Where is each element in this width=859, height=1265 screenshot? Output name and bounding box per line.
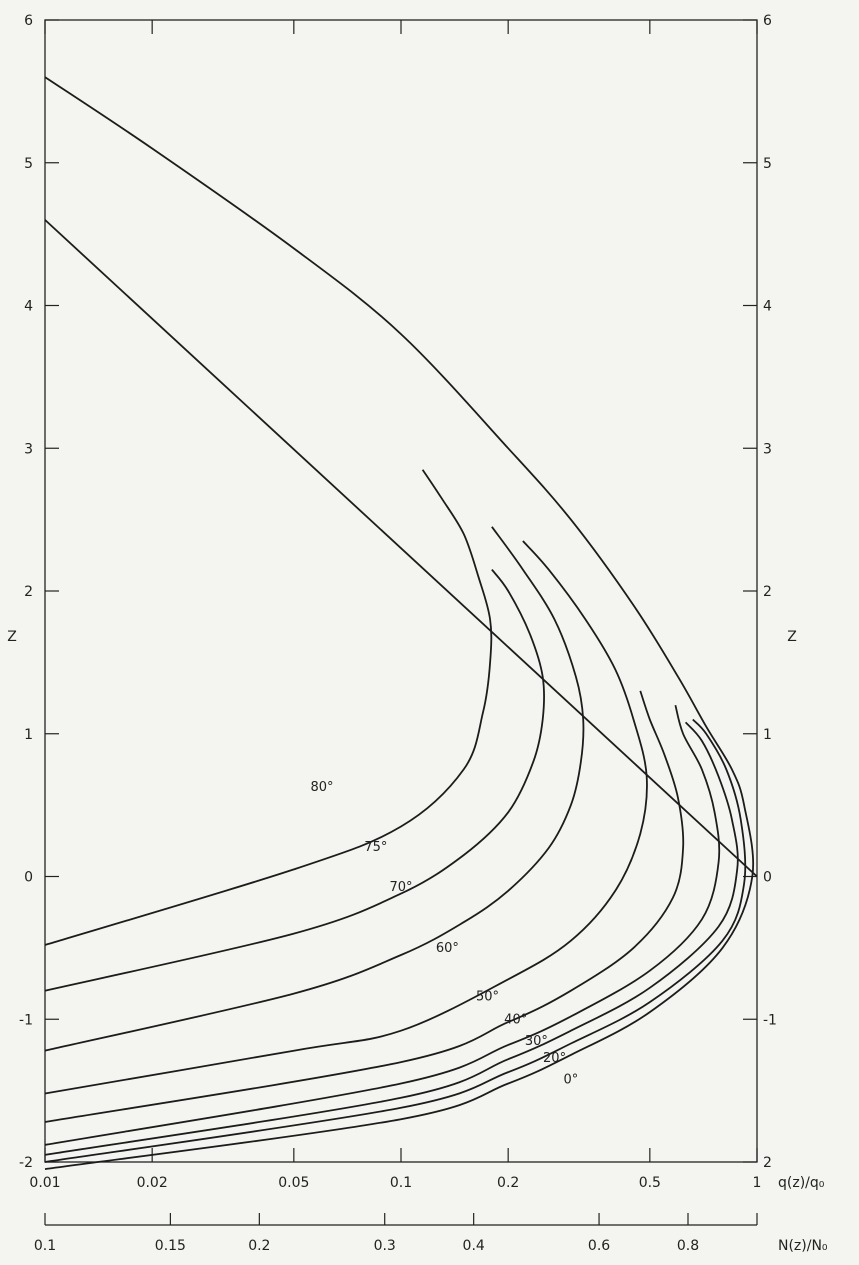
x2-tick-label: 0.2	[248, 1238, 270, 1254]
y-tick-label-left: -2	[19, 1155, 33, 1171]
y-tick-label-right: 4	[763, 299, 772, 315]
x-tick-label: 0.5	[639, 1175, 661, 1191]
y-tick-label-left: 2	[24, 584, 33, 600]
x2-tick-label: 0.8	[677, 1238, 699, 1254]
x2-tick-label: 0.3	[374, 1238, 396, 1254]
x-tick-label: 0.1	[390, 1175, 412, 1191]
x2-tick-label: 0.15	[155, 1238, 186, 1254]
plot-frame	[44, 19, 758, 1163]
x-tick-label: 0.2	[497, 1175, 519, 1191]
y-axis-label-right: Z	[787, 629, 797, 645]
straight-line	[44, 219, 758, 878]
curve-labels: 0° 20° 30° 40° 50° 60° 70° 75° 80°	[310, 780, 578, 1088]
x-tick-label: 0.01	[29, 1175, 60, 1191]
curve-label: 70°	[389, 880, 412, 895]
y-tick-label-right: 1	[763, 727, 772, 743]
curves	[44, 76, 758, 1170]
y-tick-label-left: 4	[24, 299, 33, 315]
curve-80deg	[44, 469, 493, 946]
x2-tick-label: 0.1	[34, 1238, 56, 1254]
plot-border	[44, 19, 758, 1163]
curve-70deg	[44, 526, 585, 1052]
x-axis-label-n: N(z)/N₀	[778, 1238, 828, 1254]
x-tick-label: 1	[753, 1175, 762, 1191]
axes: -2 2-1 -10 01 12 23 34 45 56 60.01 0.02 0.05 0.1 0.2 0…	[19, 13, 777, 1254]
y-tick-label-right: -1	[763, 1012, 777, 1028]
curve-60deg	[44, 540, 648, 1095]
x-axis-label-q: q(z)/q₀	[778, 1175, 825, 1191]
curve-20deg	[44, 718, 747, 1163]
x-tick-label: 0.02	[137, 1175, 168, 1191]
curve-label: 0°	[563, 1072, 578, 1087]
x2-tick-label: 0.6	[588, 1238, 610, 1254]
x2-tick-label: 0.4	[463, 1238, 485, 1254]
curve-30deg	[44, 721, 739, 1156]
y-tick-label-left: 5	[24, 156, 33, 172]
y-tick-label-right: 3	[763, 441, 772, 457]
y-tick-label-right: 0	[763, 870, 772, 886]
y-tick-label-left: 1	[24, 727, 33, 743]
x-tick-label: 0.05	[278, 1175, 309, 1191]
curve-75deg	[44, 569, 545, 992]
curve-label: 40°	[504, 1013, 527, 1028]
curve-label: 50°	[476, 990, 499, 1005]
curve-40deg	[44, 704, 721, 1146]
y-axis-label-left: Z	[7, 629, 17, 645]
curve-0deg	[44, 76, 755, 1170]
y-tick-label-left: -1	[19, 1012, 33, 1028]
curve-label: 75°	[364, 840, 387, 855]
y-tick-label-right: 6	[763, 13, 772, 29]
curve-label: 30°	[525, 1034, 548, 1049]
curve-label: 80°	[310, 780, 333, 795]
y-tick-label-right: 5	[763, 156, 772, 172]
y-tick-label-right: 2	[763, 1155, 772, 1171]
curve-50deg	[44, 690, 685, 1123]
y-tick-label-left: 3	[24, 441, 33, 457]
curve-label: 60°	[436, 941, 459, 956]
curve-label: 20°	[543, 1051, 566, 1066]
y-tick-label-right: 2	[763, 584, 772, 600]
y-tick-label-left: 6	[24, 13, 33, 29]
y-tick-label-left: 0	[24, 870, 33, 886]
